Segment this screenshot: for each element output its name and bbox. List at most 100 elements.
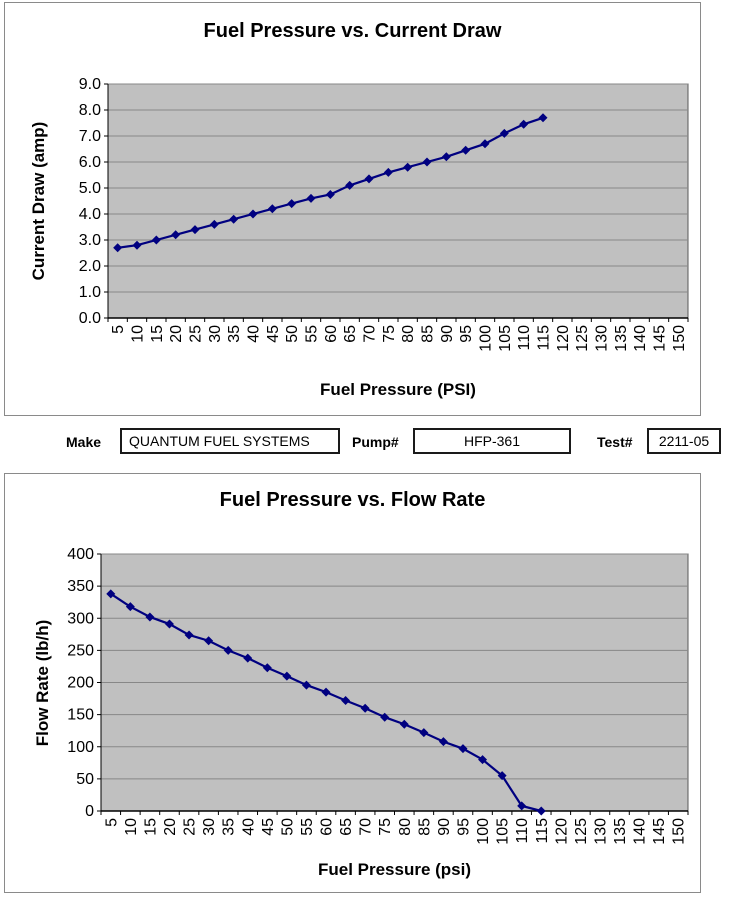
chart-title: Fuel Pressure vs. Flow Rate bbox=[219, 489, 486, 511]
pump-number-field[interactable]: HFP-361 bbox=[413, 428, 571, 454]
data-point-marker bbox=[345, 180, 355, 190]
data-point-marker bbox=[364, 174, 374, 184]
data-point-marker bbox=[171, 230, 181, 240]
data-point-marker bbox=[262, 663, 272, 673]
x-tick-label: 150 bbox=[671, 325, 688, 352]
data-point-marker bbox=[132, 240, 142, 250]
data-point-marker bbox=[383, 167, 393, 177]
data-point-marker bbox=[287, 199, 297, 209]
data-point-marker bbox=[497, 771, 507, 781]
x-tick-label: 145 bbox=[651, 818, 668, 845]
x-tick-label: 35 bbox=[221, 818, 238, 836]
data-point-marker bbox=[480, 139, 490, 149]
data-point-marker bbox=[422, 157, 432, 167]
y-tick-label: 0.0 bbox=[79, 310, 101, 327]
x-tick-label: 65 bbox=[338, 818, 355, 836]
data-point-marker bbox=[360, 703, 370, 713]
data-point-marker bbox=[248, 209, 258, 219]
data-point-marker bbox=[145, 612, 155, 622]
data-point-marker bbox=[125, 602, 135, 612]
plot-area bbox=[107, 83, 689, 319]
x-tick-label: 30 bbox=[201, 818, 218, 836]
x-tick-label: 95 bbox=[458, 325, 475, 343]
y-tick-label: 8.0 bbox=[79, 102, 101, 119]
data-point-marker bbox=[151, 235, 161, 245]
data-point-marker bbox=[499, 128, 509, 138]
y-tick-label: 3.0 bbox=[79, 232, 101, 249]
y-tick-label: 150 bbox=[67, 707, 94, 724]
x-tick-label: 25 bbox=[188, 325, 205, 343]
data-point-marker bbox=[461, 145, 471, 155]
x-tick-label: 150 bbox=[671, 818, 688, 845]
data-point-marker bbox=[403, 162, 413, 172]
data-point-marker bbox=[113, 243, 123, 253]
x-tick-label: 15 bbox=[142, 818, 159, 836]
test-number-field[interactable]: 2211-05 bbox=[647, 428, 721, 454]
data-point-marker bbox=[204, 636, 214, 646]
y-tick-label: 1.0 bbox=[79, 284, 101, 301]
x-tick-label: 70 bbox=[362, 325, 379, 343]
data-point-marker bbox=[458, 744, 468, 754]
data-point-marker bbox=[301, 680, 311, 690]
x-tick-label: 125 bbox=[573, 818, 590, 845]
x-tick-label: 10 bbox=[123, 818, 140, 836]
test-number-label: Test# bbox=[597, 434, 633, 450]
x-tick-label: 95 bbox=[455, 818, 472, 836]
data-point-marker bbox=[536, 806, 546, 816]
x-tick-label: 110 bbox=[516, 325, 533, 351]
make-field[interactable]: QUANTUM FUEL SYSTEMS bbox=[120, 428, 340, 454]
x-tick-label: 75 bbox=[381, 325, 398, 343]
x-tick-label: 60 bbox=[323, 325, 340, 343]
y-tick-label: 200 bbox=[67, 675, 94, 692]
x-tick-label: 135 bbox=[612, 818, 629, 845]
y-tick-label: 4.0 bbox=[79, 206, 101, 223]
x-tick-label: 10 bbox=[130, 325, 147, 343]
x-tick-label: 55 bbox=[299, 818, 316, 836]
x-tick-label: 140 bbox=[632, 325, 649, 352]
x-tick-label: 45 bbox=[265, 325, 282, 343]
x-tick-label: 20 bbox=[168, 325, 185, 343]
y-tick-label: 7.0 bbox=[79, 128, 101, 145]
x-axis-title: Fuel Pressure (PSI) bbox=[320, 380, 476, 399]
x-tick-label: 50 bbox=[284, 325, 301, 343]
data-point-marker bbox=[229, 214, 239, 224]
y-tick-label: 50 bbox=[76, 771, 94, 788]
data-point-marker bbox=[538, 113, 548, 123]
flow-rate-chart: Fuel Pressure vs. Flow Rate Flow Rate (l… bbox=[4, 473, 701, 893]
y-tick-label: 9.0 bbox=[79, 76, 101, 93]
x-tick-label: 15 bbox=[149, 325, 166, 343]
x-tick-label: 70 bbox=[358, 818, 375, 836]
x-tick-label: 55 bbox=[304, 325, 321, 343]
x-tick-label: 65 bbox=[342, 325, 359, 343]
y-tick-label: 6.0 bbox=[79, 154, 101, 171]
data-point-marker bbox=[341, 695, 351, 705]
y-tick-label: 100 bbox=[67, 739, 94, 756]
x-tick-label: 25 bbox=[182, 818, 199, 836]
data-point-marker bbox=[419, 728, 429, 738]
x-tick-label: 90 bbox=[439, 325, 456, 343]
pump-number-label: Pump# bbox=[352, 434, 399, 450]
current-draw-chart: Fuel Pressure vs. Current Draw Current D… bbox=[4, 2, 701, 416]
x-tick-label: 140 bbox=[632, 818, 649, 845]
x-tick-label: 40 bbox=[246, 325, 263, 343]
x-tick-label: 5 bbox=[110, 325, 127, 334]
x-tick-label: 120 bbox=[553, 818, 570, 845]
y-tick-label: 0 bbox=[85, 803, 94, 820]
data-point-marker bbox=[267, 204, 277, 214]
x-tick-label: 40 bbox=[240, 818, 257, 836]
data-point-marker bbox=[325, 190, 335, 199]
x-tick-label: 5 bbox=[103, 818, 120, 827]
data-point-marker bbox=[478, 755, 488, 765]
y-tick-label: 400 bbox=[67, 546, 94, 563]
y-tick-label: 2.0 bbox=[79, 258, 101, 275]
data-point-marker bbox=[399, 719, 409, 729]
data-point-marker bbox=[243, 653, 253, 663]
x-tick-label: 125 bbox=[574, 325, 591, 352]
x-tick-label: 130 bbox=[592, 818, 609, 845]
data-point-marker bbox=[190, 225, 200, 235]
y-tick-label: 350 bbox=[67, 578, 94, 595]
x-tick-label: 50 bbox=[279, 818, 296, 836]
data-point-marker bbox=[282, 671, 292, 681]
data-point-marker bbox=[441, 152, 451, 162]
